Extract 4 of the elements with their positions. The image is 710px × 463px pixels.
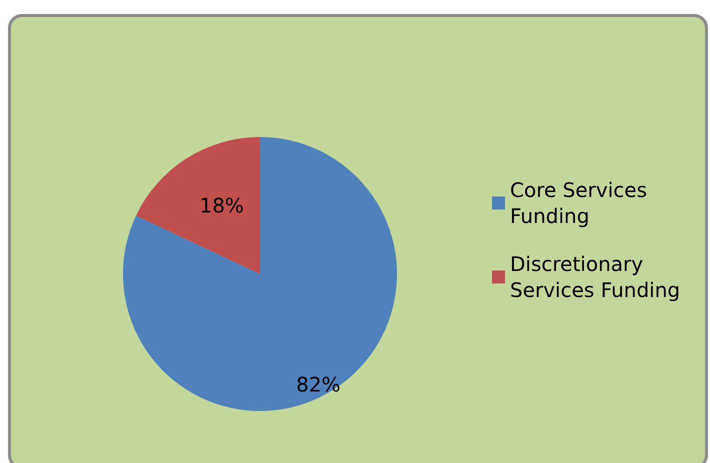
legend-label: Core Services Funding — [510, 178, 654, 228]
data-label: 18% — [199, 194, 244, 218]
legend-label: Discretionary Services Funding — [510, 252, 680, 302]
data-label: 82% — [296, 372, 341, 396]
